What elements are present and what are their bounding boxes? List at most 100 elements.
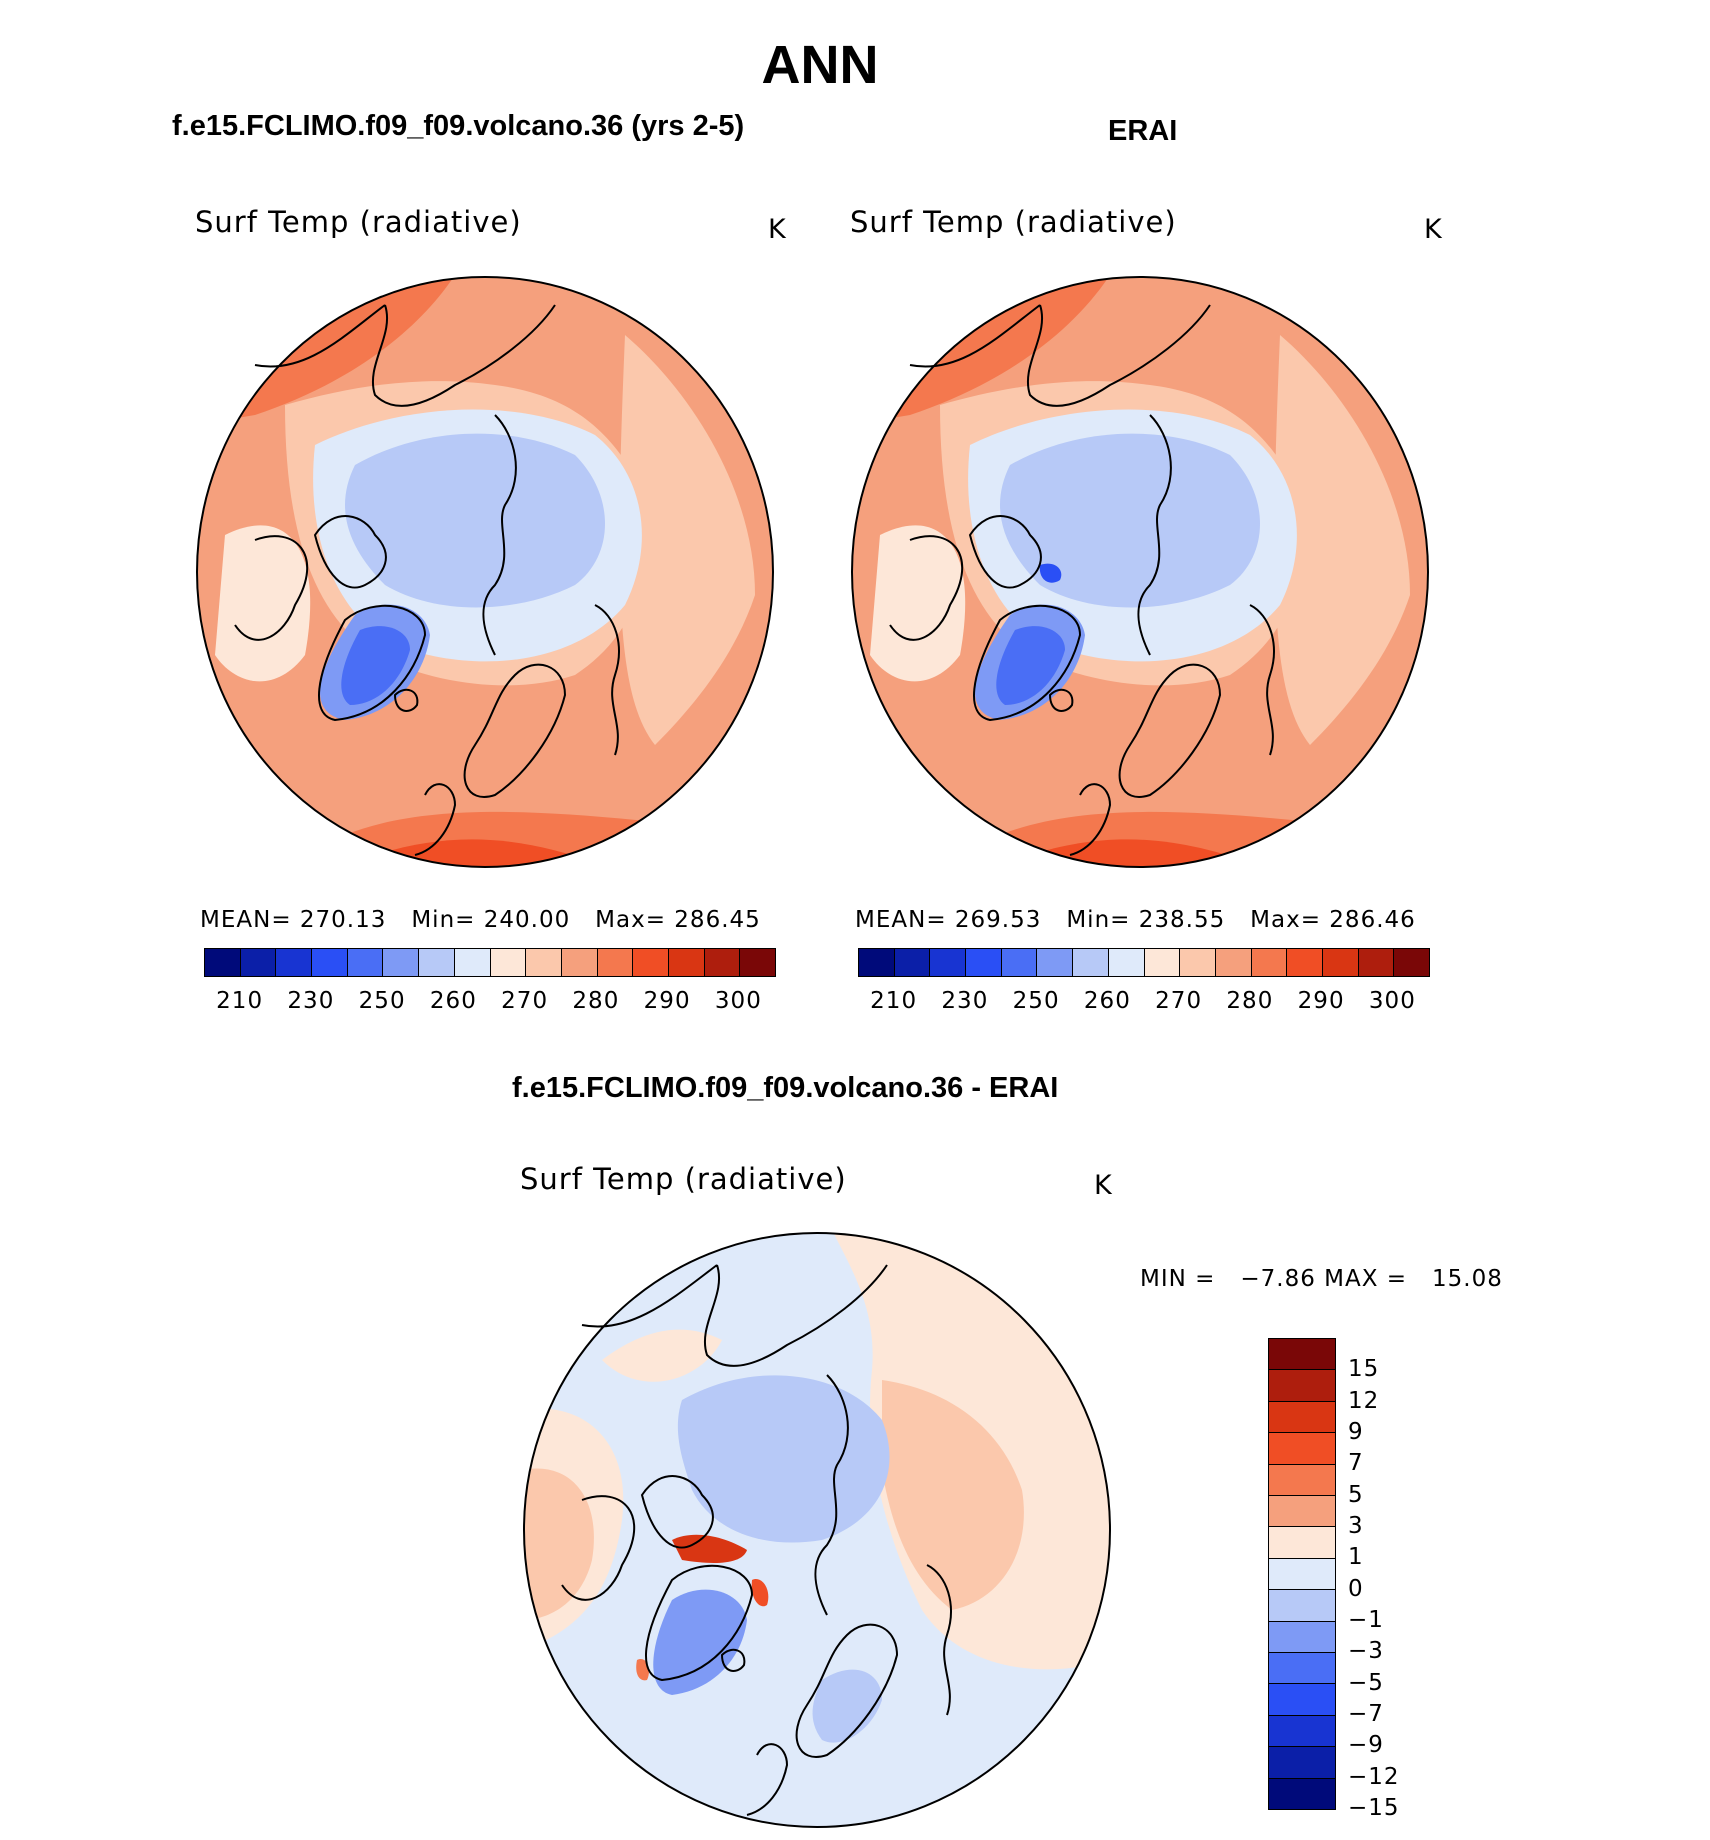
- diff-colorbar-tick-label: −7: [1348, 1701, 1384, 1727]
- colorbar-tick-label: 250: [1012, 988, 1060, 1014]
- model-min-label: Min=: [411, 907, 476, 933]
- diff-case-title: f.e15.FCLIMO.f09_f09.volcano.36 - ERAI: [512, 1072, 1059, 1104]
- colorbar-swatch: [1358, 949, 1395, 976]
- diff-min-value: −7.86: [1240, 1266, 1316, 1292]
- colorbar-swatch: [419, 949, 455, 976]
- colorbar-tick-label: 260: [1083, 988, 1131, 1014]
- colorbar-swatch: [1037, 949, 1074, 976]
- model-units-label: K: [768, 214, 787, 245]
- model-min-value: 240.00: [483, 907, 571, 933]
- diff-colorbar-tick-label: 5: [1348, 1481, 1364, 1508]
- colorbar-tick-label: 210: [216, 988, 264, 1014]
- diff-colorbar-labels: 15 12 9 7 5 3 1 0 −1 −3 −5 −7 −9 −12 −15: [1348, 1338, 1448, 1821]
- diff-max-value: 15.08: [1432, 1266, 1503, 1292]
- colorbar-swatch: [1108, 949, 1145, 976]
- colorbar-swatch: [668, 949, 705, 976]
- colorbar-swatch: [859, 949, 895, 976]
- colorbar-swatch: [240, 949, 277, 976]
- colorbar-swatch: [490, 949, 527, 976]
- diff-max-label: MAX =: [1324, 1266, 1408, 1292]
- colorbar-swatch: [966, 949, 1002, 976]
- colorbar-swatch: [633, 949, 669, 976]
- colorbar-tick-label: 280: [1226, 988, 1274, 1014]
- model-mean-label: MEAN=: [200, 907, 292, 933]
- obs-polar-map: [851, 276, 1429, 868]
- diff-colorbar-swatch: [1269, 1401, 1335, 1434]
- model-stats: MEAN= 270.13 Min= 240.00 Max= 286.45: [200, 907, 761, 933]
- diff-colorbar-tick-label: 9: [1348, 1419, 1364, 1445]
- diff-colorbar-tick-label: 12: [1348, 1387, 1380, 1414]
- diff-colorbar-tick-label: −5: [1348, 1669, 1384, 1696]
- diff-units-label: K: [1094, 1170, 1113, 1201]
- colorbar-swatch: [597, 949, 634, 976]
- obs-colorbar-labels: 210 230 250 260 270 280 290 300: [858, 988, 1428, 1018]
- model-max-value: 286.45: [674, 907, 761, 933]
- colorbar-swatch: [561, 949, 598, 976]
- colorbar-swatch: [347, 949, 384, 976]
- diff-colorbar-swatch: [1269, 1778, 1335, 1810]
- obs-variable-label: Surf Temp (radiative): [850, 205, 1177, 239]
- diff-polar-map: [523, 1232, 1111, 1828]
- colorbar-swatch: [312, 949, 348, 976]
- colorbar-swatch: [1394, 949, 1429, 976]
- diff-colorbar-swatch: [1269, 1684, 1335, 1716]
- diff-colorbar-tick-label: 15: [1348, 1356, 1380, 1383]
- colorbar-tick-label: 260: [429, 988, 477, 1014]
- diff-colorbar-swatch: [1269, 1370, 1335, 1402]
- diff-colorbar-tick-label: −3: [1348, 1638, 1384, 1665]
- diff-colorbar-swatch: [1269, 1715, 1335, 1748]
- colorbar-tick-label: 250: [358, 988, 406, 1014]
- colorbar-tick-label: 270: [1155, 988, 1203, 1014]
- diff-colorbar-tick-label: 3: [1348, 1513, 1364, 1539]
- model-polar-map: [196, 276, 774, 868]
- colorbar-swatch: [276, 949, 313, 976]
- colorbar-tick-label: 230: [941, 988, 989, 1014]
- diff-colorbar-swatch: [1269, 1747, 1335, 1779]
- colorbar-swatch: [894, 949, 931, 976]
- colorbar-tick-label: 290: [1297, 988, 1345, 1014]
- colorbar-swatch: [454, 949, 491, 976]
- diff-colorbar-swatch: [1269, 1590, 1335, 1622]
- model-variable-label: Surf Temp (radiative): [195, 205, 522, 239]
- obs-mean-label: MEAN=: [855, 907, 947, 933]
- colorbar-swatch: [740, 949, 775, 976]
- colorbar-swatch: [1251, 949, 1288, 976]
- diff-colorbar-swatch: [1269, 1621, 1335, 1654]
- model-max-label: Max=: [595, 907, 666, 933]
- colorbar-swatch: [383, 949, 420, 976]
- diff-colorbar-tick-label: −15: [1348, 1795, 1400, 1821]
- colorbar-tick-label: 230: [287, 988, 335, 1014]
- diff-colorbar-tick-label: −12: [1348, 1763, 1400, 1790]
- obs-max-label: Max=: [1250, 907, 1321, 933]
- obs-case-title: ERAI: [1108, 115, 1178, 147]
- colorbar-swatch: [1001, 949, 1038, 976]
- obs-mean-value: 269.53: [954, 907, 1042, 933]
- colorbar-swatch: [526, 949, 562, 976]
- diff-colorbar-tick-label: 0: [1348, 1575, 1364, 1602]
- colorbar-swatch: [1287, 949, 1323, 976]
- obs-max-value: 286.46: [1329, 907, 1416, 933]
- diff-colorbar-tick-label: 7: [1348, 1450, 1364, 1477]
- colorbar-tick-label: 300: [714, 988, 762, 1014]
- diff-variable-label: Surf Temp (radiative): [520, 1162, 847, 1196]
- diff-colorbar-swatch: [1269, 1339, 1335, 1371]
- model-mean-value: 270.13: [299, 907, 387, 933]
- obs-min-label: Min=: [1066, 907, 1131, 933]
- diff-colorbar-tick-label: −1: [1348, 1607, 1384, 1633]
- obs-units-label: K: [1424, 214, 1443, 245]
- diff-min-label: MIN =: [1140, 1266, 1216, 1292]
- colorbar-swatch: [1215, 949, 1252, 976]
- diff-colorbar-swatch: [1269, 1464, 1335, 1497]
- colorbar-tick-label: 290: [643, 988, 691, 1014]
- diff-colorbar: [1268, 1338, 1336, 1810]
- diff-colorbar-swatch: [1269, 1558, 1335, 1591]
- colorbar-tick-label: 210: [870, 988, 918, 1014]
- model-colorbar: [204, 948, 776, 977]
- colorbar-swatch: [205, 949, 241, 976]
- colorbar-swatch: [1073, 949, 1109, 976]
- obs-colorbar: [858, 948, 1430, 977]
- colorbar-swatch: [1180, 949, 1216, 976]
- colorbar-swatch: [1144, 949, 1181, 976]
- colorbar-tick-label: 280: [572, 988, 620, 1014]
- diff-minmax: MIN = −7.86 MAX = 15.08: [1140, 1266, 1503, 1292]
